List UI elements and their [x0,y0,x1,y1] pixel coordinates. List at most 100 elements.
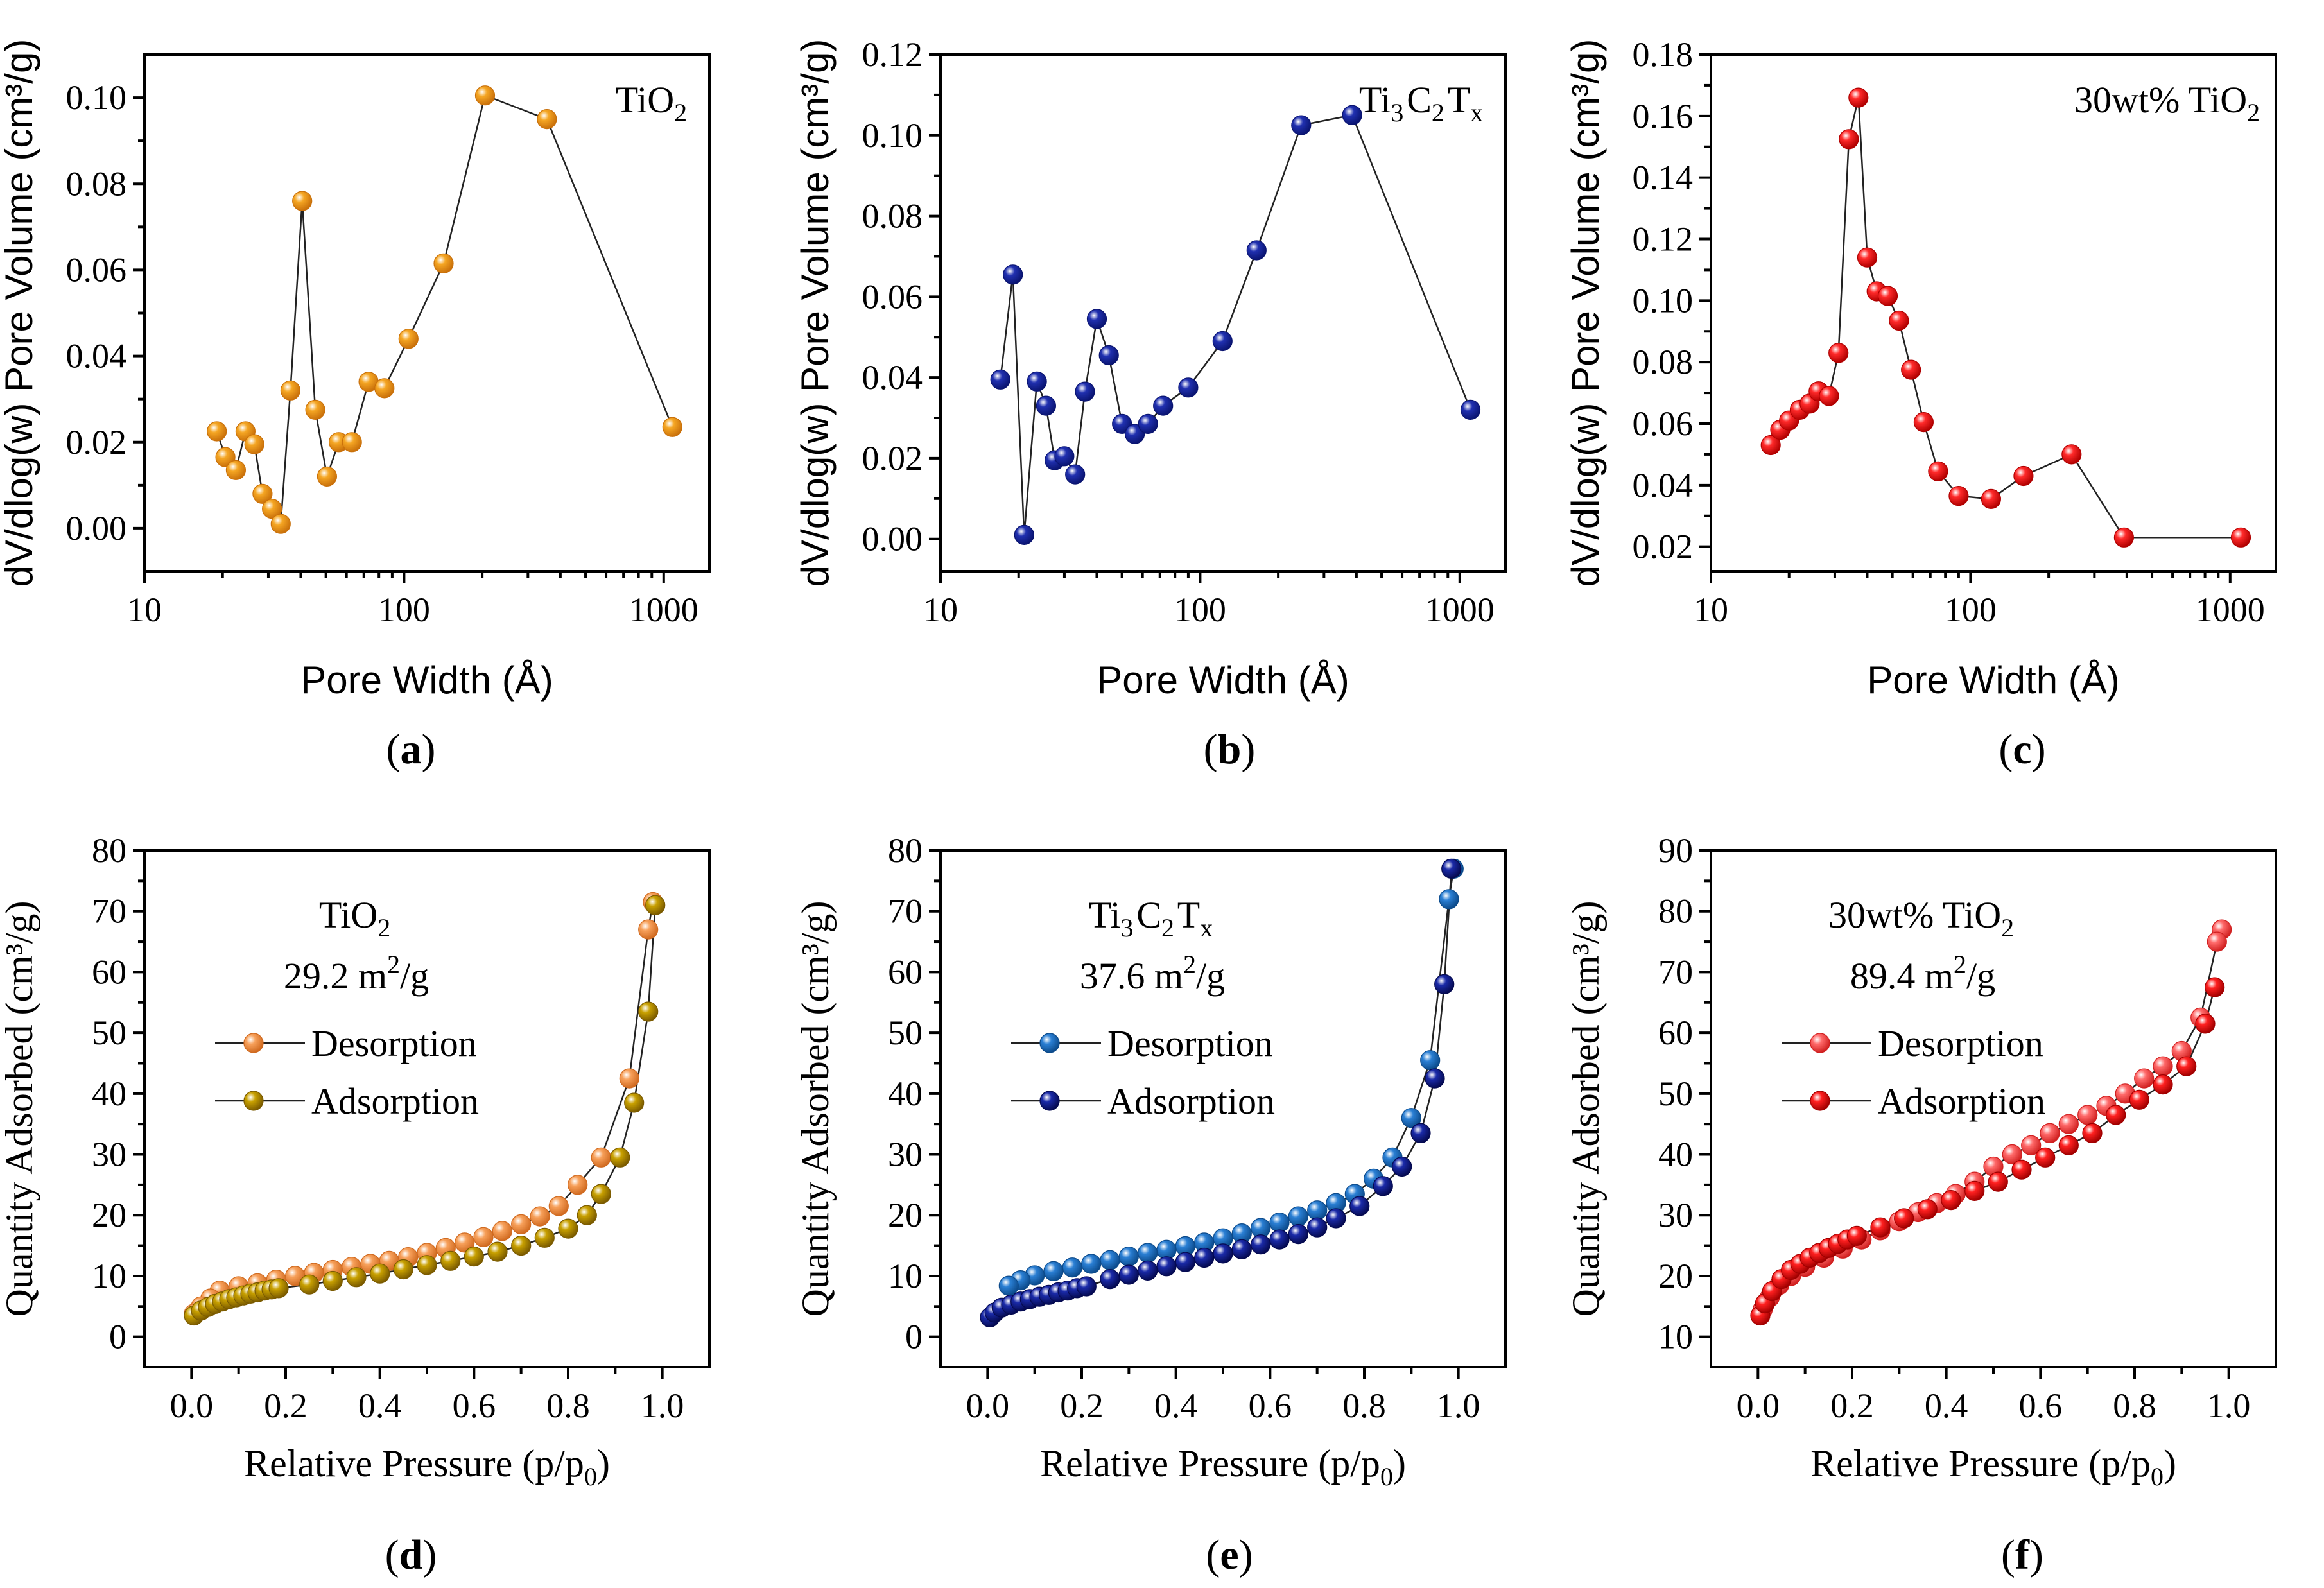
chart-b-ytick-label: 0.02 [862,439,923,478]
chart-a-point [244,434,264,454]
chart-d-ytick-label: 40 [92,1074,126,1113]
chart-e-point [1100,1269,1120,1290]
chart-f-point [2082,1123,2103,1144]
chart-c-xtick-label: 1000 [2196,591,2265,629]
chart-d-xtick-label: 0.2 [264,1386,308,1425]
chart-f-point [2077,1105,2098,1125]
chart-f-point [2129,1089,2149,1110]
chart-f-ytick-label: 60 [1658,1014,1693,1052]
chart-a-ytick-label: 0.02 [66,423,127,462]
chart-f-ytick-label: 10 [1658,1318,1693,1356]
chart-c-point [1828,343,1849,363]
chart-c-ylabel: dV/dlog(w) Pore Volume (cm³/g) [1564,39,1607,587]
chart-b-ytick-label: 0.06 [862,277,923,316]
chart-d-ytick-label: 80 [92,831,126,870]
chart-d-point [464,1246,484,1267]
chart-a-point [374,378,395,399]
chart-f-xtick-label: 0.0 [1737,1386,1780,1425]
chart-c-sample-label: 30wt% TiO2 [2074,79,2263,127]
chart-f-ylabel: Quantity Adsorbed (cm³/g) [1565,901,1607,1317]
chart-e-point [1062,1257,1082,1278]
chart-e-line-desorption [1008,868,1455,1287]
chart-b-ytick-label: 0.12 [862,35,923,74]
chart-e-point [1425,1068,1445,1089]
chart-b-svg: 0.00 0.02 0.04 0.06 0.08 0.10 0.12 10 100 1000 Por… [793,35,1507,702]
chart-a-ylabel: dV/dlog(w) Pore Volume (cm³/g) [0,39,40,587]
chart-a-ytick-label: 0.08 [66,164,127,203]
chart-b-point [1086,309,1107,329]
chart-a-point [305,399,325,420]
chart-b-xtick-label: 10 [923,591,958,629]
chart-f-ytick-label: 20 [1658,1257,1693,1295]
chart-d-point [440,1250,461,1271]
chart-d-point [322,1270,343,1291]
chart-e-ytick-label: 20 [888,1196,923,1234]
chart-f-point [1941,1189,1961,1211]
chart-f-point [2195,1014,2216,1034]
chart-d-point [299,1274,320,1295]
chart-e-ytick-label: 60 [888,953,923,991]
chart-f-point [2106,1105,2126,1125]
chart-a-point [262,499,282,519]
chart-b-point [1027,371,1047,392]
chart-c-xlabel: Pore Width (Å) [1867,659,2119,702]
chart-c-ytick-label: 0.02 [1633,528,1694,566]
chart-panel-b: 0.00 0.02 0.04 0.06 0.08 0.10 0.12 10 100 1000 Por… [793,0,1554,790]
chart-a-ytick-label: 0.06 [66,250,127,289]
chart-f-xlabel: Relative Pressure (p/p0) [1810,1442,2176,1491]
chart-e-point [1213,1243,1233,1264]
chart-e-legend-label: Desorption [1107,1023,1273,1064]
chart-e-ylabel: Quantity Adsorbed (cm³/g) [794,901,837,1317]
chart-e-xtick-label: 0.0 [966,1386,1010,1425]
chart-d-ytick-label: 70 [92,892,126,931]
chart-e-point [1269,1212,1290,1233]
chart-c-point [1848,87,1869,108]
chart-e-sample-label: Ti3 C2 Tx [1089,894,1216,942]
chart-d-ytick-label: 50 [92,1014,126,1052]
chart-panel-c: 0.02 0.04 0.06 0.08 0.10 0.12 0.14 0.16 0.18 10 10… [1564,0,2324,790]
chart-a-xtick-label: 10 [127,591,162,629]
chart-e-point [1373,1176,1393,1196]
chart-e-surface-area: 37.6 m2/g [1080,950,1225,997]
chart-e-point [1076,1276,1097,1297]
chart-a-point [252,483,273,504]
chart-c-ytick-label: 0.04 [1633,466,1694,505]
chart-b-point [1212,331,1233,352]
chart-b-point [1054,446,1075,467]
chart-c-ytick-label: 0.18 [1633,35,1694,74]
chart-a-frame [143,53,711,573]
chart-e-point [1118,1246,1139,1267]
chart-e-point [1100,1250,1120,1270]
chart-e-legend-label: Adsorption [1107,1080,1275,1122]
chart-e-point [1251,1234,1271,1255]
chart-c-ytick-label: 0.14 [1633,159,1694,197]
chart-f-ytick-label: 70 [1658,953,1693,991]
chart-f-point [2176,1056,2197,1076]
chart-a-point [292,191,313,211]
chart-b-sample-label: Ti3 C2 Tx [1359,79,1486,127]
chart-a-xtick-label: 100 [378,591,430,629]
panel-tag-a: (a) [386,726,436,773]
chart-f-legend-marker [1810,1033,1830,1053]
chart-e-ytick-label: 30 [888,1135,923,1174]
chart-f-legend-label: Desorption [1878,1023,2043,1064]
chart-d-legend-label: Desorption [311,1023,477,1064]
chart-f-point [2021,1135,2042,1155]
chart-b-ytick-label: 0.10 [862,116,923,155]
chart-f-ytick-label: 80 [1658,892,1693,931]
chart-e-ytick-label: 0 [905,1318,923,1356]
chart-d-point [645,895,666,915]
chart-d-legend-label: Adsorption [311,1080,479,1122]
chart-e-point [1307,1200,1328,1221]
panel-tag-b: (b) [1203,726,1256,773]
chart-f-point [2153,1056,2173,1076]
chart-d-ylabel: Quantity Adsorbed (cm³/g) [0,901,40,1317]
chart-a-point [225,460,246,481]
chart-c-point [1901,359,1921,380]
chart-e-ytick-label: 50 [888,1014,923,1052]
chart-a-line-tio2 [216,94,673,527]
chart-c-ytick-label: 0.08 [1633,343,1694,381]
chart-c-ytick-label: 0.16 [1633,97,1694,135]
chart-a-xtick-label: 1000 [629,591,698,629]
chart-a-point [537,109,557,130]
